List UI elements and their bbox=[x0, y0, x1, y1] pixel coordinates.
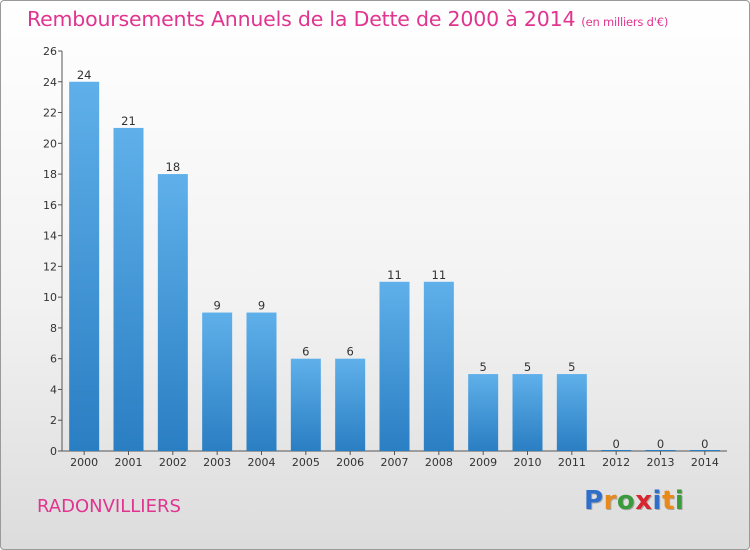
data-label: 11 bbox=[432, 268, 447, 282]
logo-letter: P bbox=[584, 486, 604, 516]
y-tick-label: 24 bbox=[43, 76, 57, 89]
data-label: 24 bbox=[77, 68, 92, 82]
logo-letter: r bbox=[603, 486, 617, 516]
data-label: 5 bbox=[480, 360, 487, 374]
x-tick-label: 2005 bbox=[292, 456, 320, 469]
data-label: 5 bbox=[524, 360, 531, 374]
y-tick-label: 0 bbox=[50, 445, 57, 458]
data-label: 0 bbox=[613, 437, 620, 451]
bar bbox=[556, 374, 587, 451]
x-tick-label: 2003 bbox=[203, 456, 231, 469]
city-name: RADONVILLIERS bbox=[37, 496, 181, 517]
data-label: 5 bbox=[568, 360, 575, 374]
y-tick-label: 26 bbox=[43, 45, 57, 58]
data-label: 6 bbox=[347, 345, 354, 359]
logo-letter: o bbox=[616, 486, 636, 516]
proxiti-logo: Proxiti bbox=[584, 486, 684, 516]
x-tick-label: 2009 bbox=[469, 456, 497, 469]
logo-letter: t bbox=[661, 486, 675, 516]
bar bbox=[246, 312, 277, 451]
data-label: 9 bbox=[214, 299, 221, 313]
data-label: 18 bbox=[166, 160, 181, 174]
bar bbox=[157, 174, 188, 452]
y-tick-label: 4 bbox=[50, 383, 57, 396]
x-tick-label: 2013 bbox=[647, 456, 675, 469]
y-tick-label: 20 bbox=[43, 137, 57, 150]
bar bbox=[512, 374, 543, 451]
y-tick-label: 22 bbox=[43, 107, 57, 120]
bar bbox=[69, 81, 100, 452]
chart-subtitle: (en milliers d'€) bbox=[581, 15, 669, 29]
x-tick-label: 2007 bbox=[381, 456, 409, 469]
x-tick-label: 2004 bbox=[248, 456, 276, 469]
bar bbox=[290, 358, 321, 451]
y-tick-label: 14 bbox=[43, 230, 57, 243]
bar bbox=[423, 281, 454, 451]
y-tick-label: 8 bbox=[50, 322, 57, 335]
y-tick-label: 10 bbox=[43, 291, 57, 304]
logo-letter: x bbox=[635, 486, 653, 516]
data-label: 11 bbox=[387, 268, 402, 282]
bar bbox=[202, 312, 233, 451]
x-tick-label: 2002 bbox=[159, 456, 187, 469]
x-tick-label: 2001 bbox=[115, 456, 143, 469]
x-tick-label: 2008 bbox=[425, 456, 453, 469]
chart-title: Remboursements Annuels de la Dette de 20… bbox=[27, 7, 668, 31]
x-tick-label: 2010 bbox=[514, 456, 542, 469]
data-label: 6 bbox=[302, 345, 309, 359]
y-tick-label: 18 bbox=[43, 168, 57, 181]
logo-letter: i bbox=[652, 486, 662, 516]
data-label: 0 bbox=[701, 437, 708, 451]
x-tick-label: 2011 bbox=[558, 456, 586, 469]
x-tick-label: 2012 bbox=[602, 456, 630, 469]
bar bbox=[335, 358, 366, 451]
data-label: 0 bbox=[657, 437, 664, 451]
chart-title-text: Remboursements Annuels de la Dette de 20… bbox=[27, 7, 576, 31]
logo-letter: i bbox=[674, 486, 685, 516]
y-tick-label: 16 bbox=[43, 199, 57, 212]
x-tick-label: 2000 bbox=[70, 456, 98, 469]
bar bbox=[379, 281, 410, 451]
bar bbox=[468, 374, 499, 451]
bar bbox=[113, 127, 144, 451]
data-label: 21 bbox=[121, 114, 136, 128]
y-tick-label: 12 bbox=[43, 260, 57, 273]
x-tick-label: 2014 bbox=[691, 456, 719, 469]
y-tick-label: 2 bbox=[50, 414, 57, 427]
x-tick-label: 2006 bbox=[336, 456, 364, 469]
data-label: 9 bbox=[258, 299, 265, 313]
y-tick-label: 6 bbox=[50, 353, 57, 366]
